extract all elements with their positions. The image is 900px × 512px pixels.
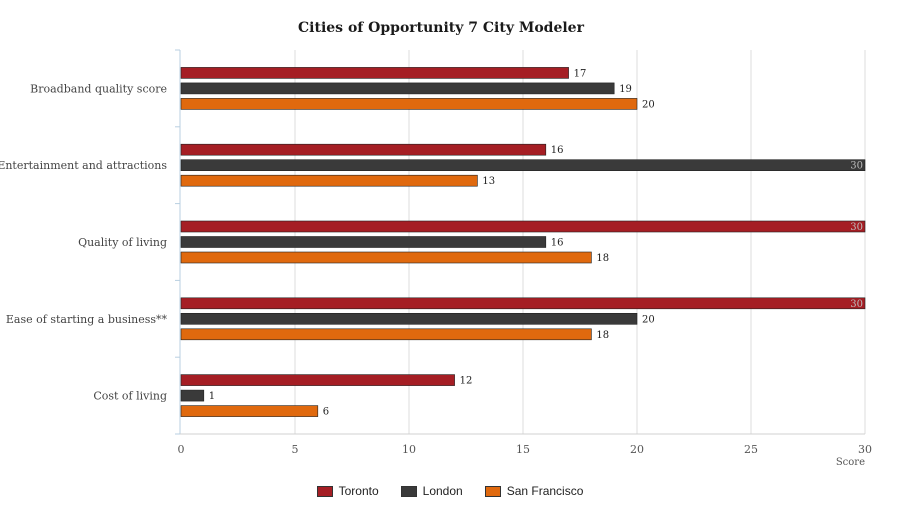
legend-swatch bbox=[484, 485, 501, 497]
bar-london bbox=[180, 159, 866, 171]
bar-san-francisco bbox=[180, 98, 638, 110]
category-label: Entertainment and attractions bbox=[0, 159, 167, 172]
bar-toronto bbox=[180, 220, 866, 233]
data-label: 6 bbox=[323, 407, 329, 418]
bar-toronto bbox=[180, 297, 866, 310]
x-tick-label: 15 bbox=[516, 443, 530, 456]
legend-label: London bbox=[422, 484, 463, 498]
data-label: 30 bbox=[850, 161, 863, 172]
bar-london bbox=[180, 312, 638, 325]
legend-swatch bbox=[400, 485, 417, 497]
x-tick-label: 0 bbox=[178, 443, 185, 456]
data-label: 20 bbox=[642, 99, 655, 110]
data-label: 19 bbox=[619, 84, 632, 95]
legend: Toronto London San Francisco bbox=[0, 484, 900, 498]
bar-san-francisco bbox=[180, 405, 319, 417]
data-label: 16 bbox=[551, 238, 564, 249]
data-label: 30 bbox=[850, 222, 863, 233]
data-label: 30 bbox=[850, 299, 863, 310]
legend-item-san-francisco[interactable]: San Francisco bbox=[484, 484, 584, 498]
bar-toronto bbox=[180, 374, 455, 386]
data-label: 18 bbox=[596, 253, 609, 264]
x-tick-label: 25 bbox=[744, 443, 758, 456]
chart-title: Cities of Opportunity 7 City Modeler bbox=[298, 20, 585, 36]
x-axis-title: Score bbox=[836, 457, 865, 468]
legend-item-london[interactable]: London bbox=[400, 484, 463, 498]
category-label: Broadband quality score bbox=[30, 82, 167, 95]
data-label: 13 bbox=[482, 176, 495, 187]
data-label: 18 bbox=[596, 330, 609, 341]
grid-lines bbox=[175, 49, 866, 435]
x-tick-label: 10 bbox=[402, 443, 416, 456]
category-label: Quality of living bbox=[78, 236, 167, 249]
legend-swatch bbox=[316, 485, 333, 497]
bar-london bbox=[180, 82, 615, 95]
x-tick-label: 30 bbox=[858, 443, 872, 456]
data-label: 20 bbox=[642, 314, 655, 325]
bar-san-francisco bbox=[180, 174, 478, 187]
bar-london bbox=[180, 389, 205, 402]
x-tick-label: 5 bbox=[292, 443, 299, 456]
bar-toronto bbox=[180, 143, 547, 156]
bar-toronto bbox=[180, 67, 569, 79]
data-label: 1 bbox=[209, 391, 215, 402]
bar-san-francisco bbox=[180, 251, 592, 264]
legend-item-toronto[interactable]: Toronto bbox=[316, 484, 379, 498]
x-tick-labels: 0 5 10 15 20 25 30 bbox=[178, 443, 873, 456]
bar-chart: Cities of Opportunity 7 City Modeler 17 1… bbox=[0, 20, 873, 468]
data-label: 17 bbox=[574, 68, 587, 79]
category-label: Ease of starting a business** bbox=[6, 313, 168, 326]
category-labels: Broadband quality score Entertainment and… bbox=[0, 82, 167, 402]
data-label: 16 bbox=[551, 145, 564, 156]
x-tick-label: 20 bbox=[630, 443, 644, 456]
bar-london bbox=[180, 236, 547, 248]
data-label: 12 bbox=[460, 376, 473, 387]
category-label: Cost of living bbox=[93, 390, 167, 403]
legend-label: Toronto bbox=[338, 484, 379, 498]
bar-san-francisco bbox=[180, 328, 592, 341]
legend-label: San Francisco bbox=[506, 484, 584, 498]
